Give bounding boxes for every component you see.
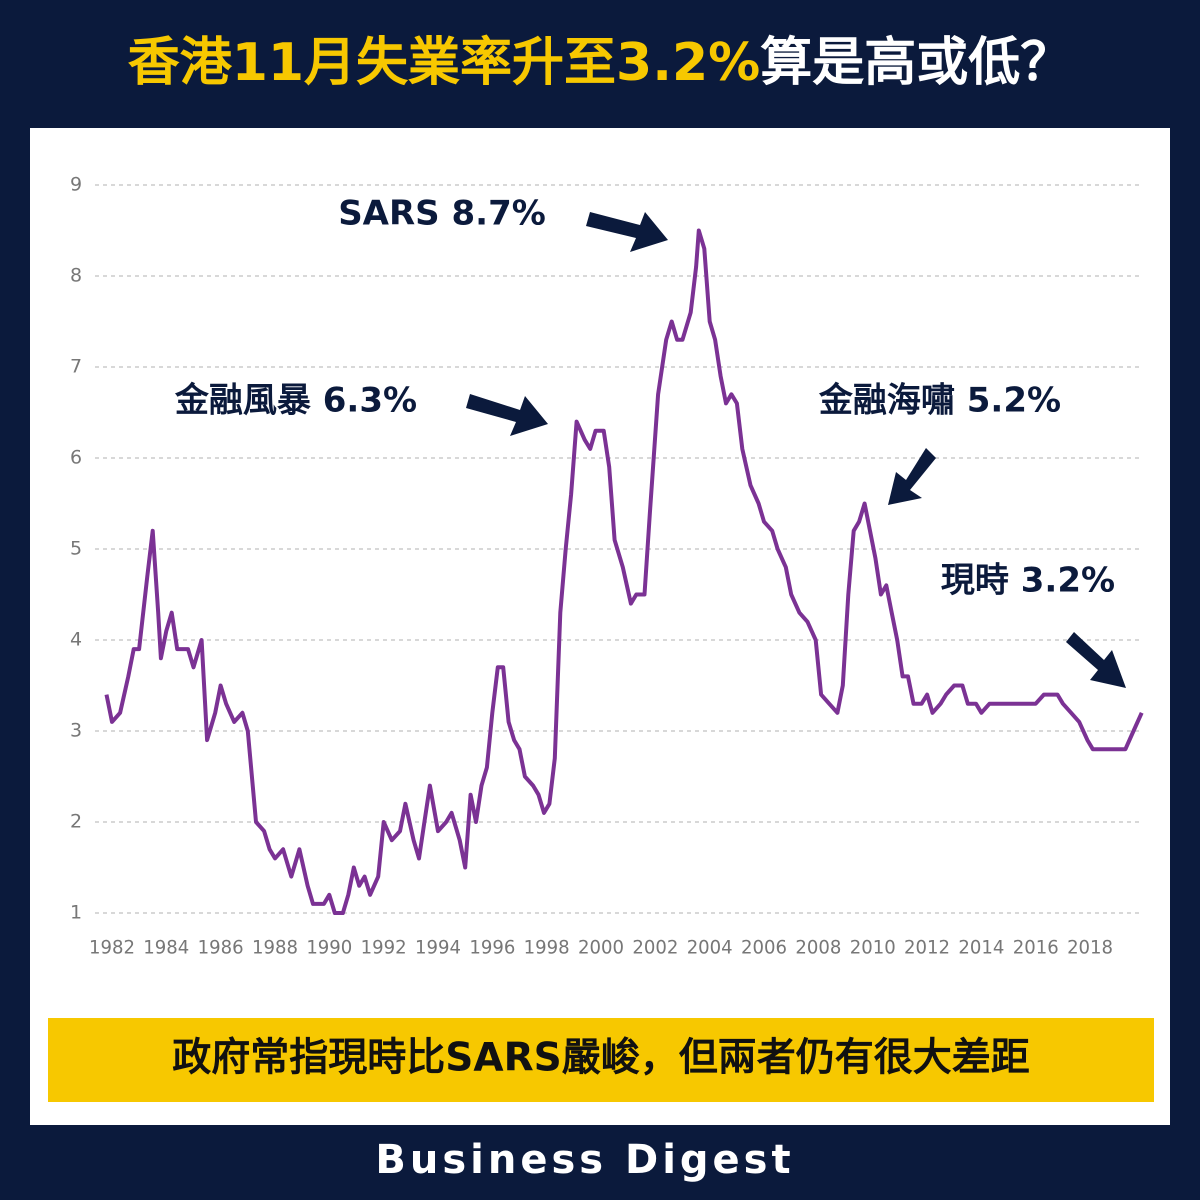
panel <box>30 128 1170 1125</box>
arrow <box>888 448 936 505</box>
x-tick-label: 2000 <box>578 937 624 959</box>
y-tick-label: 5 <box>70 538 82 560</box>
data-line <box>104 228 1144 915</box>
x-tick-label: 1990 <box>306 937 352 959</box>
arrow <box>466 394 548 436</box>
y-tick-label: 2 <box>70 811 82 833</box>
chart-title: 香港11月失業率升至3.2%算是高或低？ <box>128 33 1073 93</box>
y-tick-label: 3 <box>70 720 82 742</box>
x-tick-label: 1994 <box>415 937 461 959</box>
x-tick-label: 2002 <box>632 937 678 959</box>
caption: 政府常指現時比SARS嚴峻，但兩者仍有很大差距 <box>172 1036 1029 1081</box>
x-tick-label: 2014 <box>958 937 1004 959</box>
y-tick-label: 1 <box>70 902 82 924</box>
y-tick-label: 8 <box>70 265 82 287</box>
x-tick-label: 2018 <box>1067 937 1113 959</box>
y-tick-label: 9 <box>70 174 82 196</box>
title-question: 算是高或低？ <box>760 33 1072 93</box>
x-tick-label: 2004 <box>687 937 733 959</box>
x-tick-label: 1984 <box>143 937 189 959</box>
y-tick-label: 7 <box>70 356 82 378</box>
x-tick-label: 1996 <box>469 937 515 959</box>
x-tick-label: 1998 <box>524 937 570 959</box>
x-tick-label: 1988 <box>252 937 298 959</box>
annotation: 金融海嘯 5.2% <box>818 381 1061 421</box>
arrow <box>586 212 668 252</box>
y-tick-label: 4 <box>70 629 82 651</box>
x-tick-label: 1986 <box>198 937 244 959</box>
annotation: 金融風暴 6.3% <box>174 381 417 421</box>
annotation: 現時 3.2% <box>941 561 1115 601</box>
x-tick-label: 2010 <box>850 937 896 959</box>
title-main: 香港11月失業率升至3.2% <box>128 33 761 93</box>
y-tick-label: 6 <box>70 447 82 469</box>
arrow <box>1066 632 1126 688</box>
footer: Business Digest <box>375 1137 794 1183</box>
caption-box <box>48 1018 1154 1102</box>
x-tick-label: 2006 <box>741 937 787 959</box>
plot: 1 2 3 4 5 6 7 8 9 1982 1984 1986 1988 1990 1992 1994 199… <box>70 174 1144 959</box>
x-tick-label: 2012 <box>904 937 950 959</box>
x-tick-label: 2008 <box>795 937 841 959</box>
arrows <box>466 212 1126 688</box>
x-tick-label: 1992 <box>361 937 407 959</box>
x-tick-label: 2016 <box>1013 937 1059 959</box>
x-tick-label: 1982 <box>89 937 135 959</box>
annotation: SARS 8.7% <box>338 194 546 234</box>
